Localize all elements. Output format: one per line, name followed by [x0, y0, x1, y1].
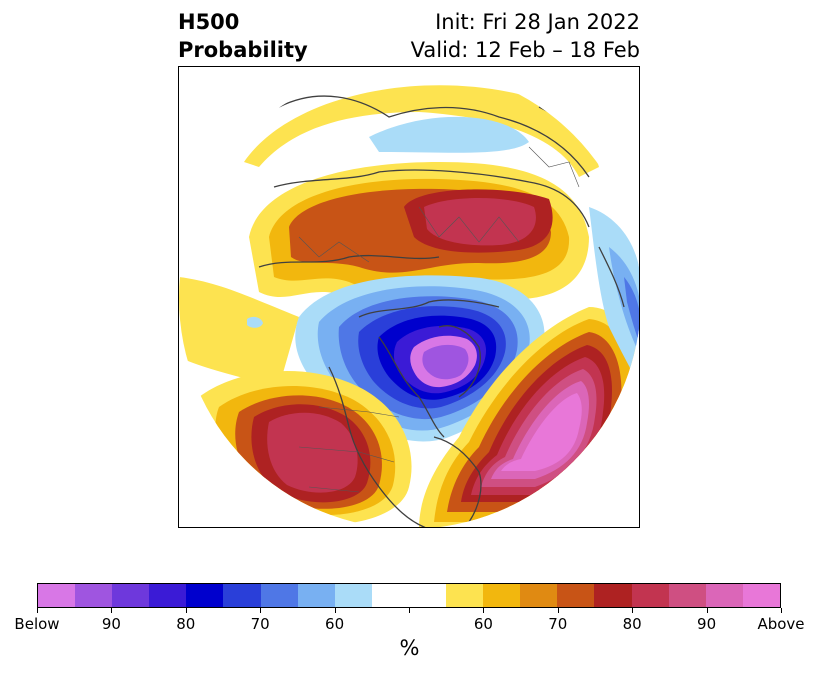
colorbar-swatch [446, 584, 484, 607]
trough-core-inner [422, 344, 469, 380]
colorbar-tick-label: 60 [473, 615, 493, 633]
colorbar-tick [334, 608, 336, 613]
colorbar-ticks [37, 608, 782, 614]
below-band-north [369, 116, 529, 153]
ridge-atlantic-core [501, 393, 582, 471]
init-time: Init: Fri 28 Jan 2022 [435, 10, 640, 34]
colorbar-swatch [483, 584, 521, 607]
colorbar-swatch [38, 584, 76, 607]
title-product: Probability [178, 38, 308, 62]
colorbar-swatch [594, 584, 632, 607]
colorbar-tick [409, 608, 410, 613]
title-right: Init: Fri 28 Jan 2022 Valid: 12 Feb – 18… [411, 8, 640, 64]
colorbar-swatch [557, 584, 595, 607]
colorbar-tick-label: 90 [101, 615, 121, 633]
colorbar-tick-label: 70 [250, 615, 270, 633]
colorbar-tick [260, 608, 262, 613]
ridge-west-core [267, 412, 358, 493]
colorbar-swatch [75, 584, 113, 607]
colorbar-swatch [668, 584, 706, 607]
colorbar-tick-label: 80 [622, 615, 642, 633]
colorbar-tick-label: 80 [176, 615, 196, 633]
above-band-north [244, 85, 599, 177]
colorbar-tick [706, 608, 708, 613]
colorbar-tick [632, 608, 634, 613]
colorbar [37, 583, 781, 608]
colorbar-swatch [631, 584, 669, 607]
colorbar-swatch [149, 584, 187, 607]
colorbar-swatch [186, 584, 224, 607]
colorbar-tick-label: Below [14, 615, 60, 633]
title-left: H500 Probability [178, 8, 308, 64]
colorbar-tick [483, 608, 485, 613]
colorbar-swatch [742, 584, 780, 607]
ridge-pacific-yellow [179, 277, 299, 387]
colorbar-tick-label: 90 [697, 615, 717, 633]
polar-map [178, 66, 640, 528]
colorbar-swatch [334, 584, 372, 607]
political-borders [298, 146, 580, 493]
colorbar-unit: % [399, 636, 420, 660]
colorbar-swatch [408, 584, 447, 607]
trough-europe-2 [609, 247, 639, 357]
colorbar-tick [111, 608, 113, 613]
title-variable: H500 [178, 10, 240, 34]
colorbar-swatch [112, 584, 150, 607]
colorbar-swatch [297, 584, 335, 607]
colorbar-tick-label: 60 [325, 615, 345, 633]
colorbar-tick [185, 608, 187, 613]
colorbar-swatch [223, 584, 261, 607]
colorbar-tick [37, 608, 38, 613]
colorbar-swatch [371, 584, 409, 607]
colorbar-swatch [520, 584, 558, 607]
colorbar-tick-label: Above [757, 615, 805, 633]
colorbar-swatch [260, 584, 298, 607]
trough-europe-3 [624, 277, 639, 347]
colorbar-tick [557, 608, 559, 613]
colorbar-swatch [705, 584, 743, 607]
valid-range: Valid: 12 Feb – 18 Feb [410, 38, 640, 62]
colorbar-tick [781, 608, 782, 613]
colorbar-tick-label: 70 [548, 615, 568, 633]
colorbar-tick-labels: Below 90 80 70 60 60 70 80 90 Above [0, 615, 819, 635]
ridge-siberia-core [424, 198, 536, 246]
probability-map [179, 67, 639, 527]
small-blue-patch [247, 316, 263, 328]
